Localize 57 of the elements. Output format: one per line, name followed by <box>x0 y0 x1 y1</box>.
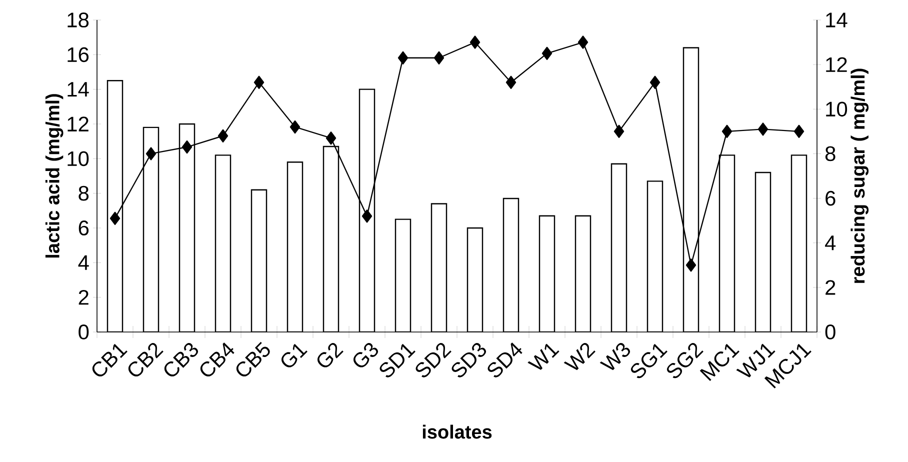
x-tick-label: W1 <box>528 344 560 370</box>
point <box>758 122 768 136</box>
x-tick-label: CB4 <box>200 342 234 376</box>
y-tick-label: 0 <box>78 324 89 340</box>
x-tick-label: SG1 <box>630 344 668 378</box>
x-tick-label: G3 <box>353 343 378 368</box>
y2-tick-label: 2 <box>826 280 836 295</box>
point <box>146 147 156 160</box>
point <box>506 76 516 89</box>
point <box>182 140 192 154</box>
point <box>686 258 696 272</box>
point <box>434 51 444 64</box>
y2-tick-label: 4 <box>825 236 836 250</box>
x-tick-label: CB3 <box>164 343 198 376</box>
x-axis-title: isolates <box>422 424 492 439</box>
y-tick-label: 8 <box>78 186 89 201</box>
point <box>614 124 624 138</box>
x-tick-label: CB1 <box>92 344 128 376</box>
point <box>110 212 120 225</box>
y-tick-label: 12 <box>68 116 88 132</box>
point <box>290 120 300 134</box>
x-tick-label: SD4 <box>488 342 522 378</box>
x-tick-label: G1 <box>281 344 308 368</box>
point <box>218 129 228 142</box>
y-tick-label: 4 <box>78 255 89 270</box>
y2-tick-label: 10 <box>826 102 848 117</box>
y-tick-label: 18 <box>68 12 89 28</box>
point <box>542 46 552 60</box>
y2-tick-label: 6 <box>826 190 836 206</box>
y-axis-title: lactic acid (mg/ml) <box>45 94 64 258</box>
x-tick-label: G2 <box>317 342 344 368</box>
y2-tick-label: 12 <box>826 57 847 72</box>
y2-tick-label: 14 <box>826 12 848 28</box>
y-tick-label: 10 <box>68 151 89 166</box>
x-tick-label: W2 <box>564 342 596 370</box>
y2-tick-label: 8 <box>825 146 836 162</box>
x-tick-label: SD1 <box>380 344 416 378</box>
x-tick-label: SD2 <box>416 342 452 378</box>
y2-axis-title: reducing sugar ( mg/ml) <box>850 68 869 283</box>
x-tick-label: SD3 <box>452 343 486 378</box>
y-tick-label: 14 <box>68 82 89 97</box>
point <box>722 124 732 138</box>
point <box>470 36 480 49</box>
y-tick-label: 6 <box>78 220 89 236</box>
point <box>794 124 804 138</box>
point <box>326 132 336 145</box>
y-tick-label: 16 <box>68 47 89 62</box>
y2-tick-label: 0 <box>825 324 836 340</box>
point <box>398 51 408 64</box>
point <box>578 36 588 49</box>
x-tick-label: CB5 <box>236 342 270 376</box>
point <box>254 76 264 89</box>
y-tick-label: 2 <box>78 290 88 305</box>
point <box>362 210 372 223</box>
x-tick-label: W3 <box>600 343 630 370</box>
x-tick-label: CB2 <box>128 342 164 376</box>
point <box>650 76 660 89</box>
